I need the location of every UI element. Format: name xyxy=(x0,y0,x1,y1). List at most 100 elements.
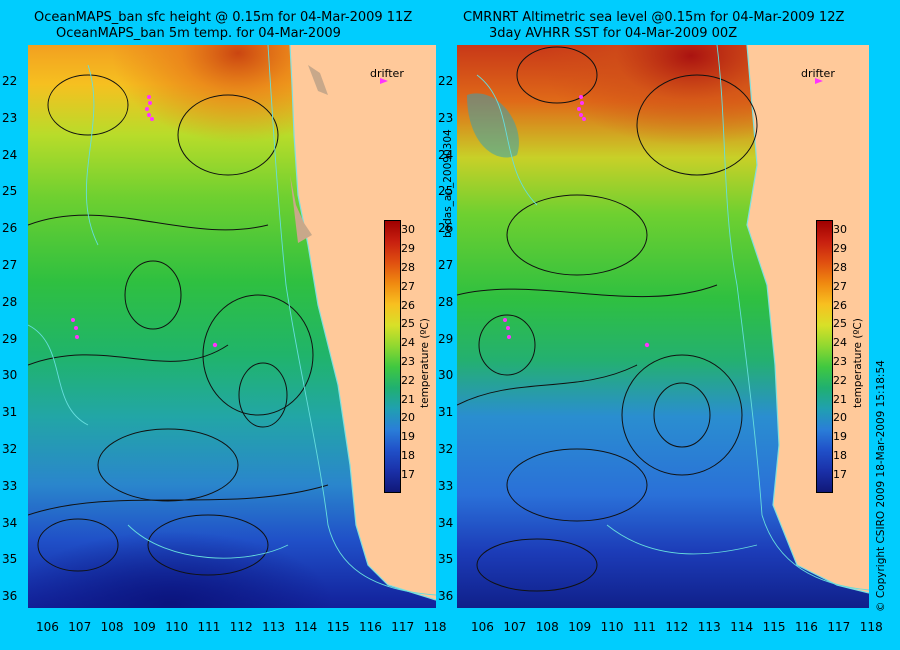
right-lat-label: 35 xyxy=(438,552,454,567)
right-colorbar xyxy=(816,220,833,493)
sea-level-contours xyxy=(457,46,758,592)
left-temperature-map[interactable]: drifter xyxy=(28,45,436,608)
left-lon-label: 115 xyxy=(326,620,350,634)
right-lon-label: 112 xyxy=(665,620,689,634)
left-lon-label: 112 xyxy=(229,620,253,634)
right-lon-label: 116 xyxy=(795,620,818,634)
left-colorbar-tick: 27 xyxy=(401,279,415,293)
right-lat-label: 22 xyxy=(438,74,454,88)
right-colorbar-tick: 23 xyxy=(833,355,847,369)
right-colorbar-tick: 24 xyxy=(833,336,847,350)
coastline xyxy=(289,45,436,601)
right-title-line1: CMRNRT Altimetric sea level @0.15m for 0… xyxy=(463,10,845,25)
right-temperature-map[interactable]: drifter xyxy=(457,45,869,608)
right-colorbar-tick: 26 xyxy=(833,298,847,312)
right-lat-label: 25 xyxy=(438,184,454,199)
right-colorbar-tick: 28 xyxy=(833,260,847,274)
left-lat-label: 34 xyxy=(2,515,18,530)
run-id-text: bodas_an_20090304 xyxy=(442,129,454,238)
left-lat-label: 24 xyxy=(2,147,18,162)
left-lat-label: 31 xyxy=(2,405,18,420)
copyright-text: © Copyright CSIRO 2009 18-Mar-2009 15:18… xyxy=(875,360,887,612)
right-lat-label: 33 xyxy=(438,478,454,493)
left-title-line1: OceanMAPS_ban sfc height @ 0.15m for 04-… xyxy=(34,10,413,25)
left-title-line2: OceanMAPS_ban 5m temp. for 04-Mar-2009 xyxy=(56,26,341,41)
left-lon-label: 108 xyxy=(100,620,124,634)
right-lat-label: 27 xyxy=(438,258,454,272)
left-colorbar xyxy=(384,220,401,493)
left-colorbar-tick: 30 xyxy=(401,223,415,237)
drifter-tracks xyxy=(503,95,650,348)
right-lat-label: 31 xyxy=(438,405,454,420)
left-lon-label: 109 xyxy=(132,620,156,634)
left-lon-label: 114 xyxy=(294,620,318,634)
left-lon-label: 106 xyxy=(36,620,59,634)
left-lat-label: 26 xyxy=(2,221,18,236)
left-lat-label: 29 xyxy=(2,331,18,346)
right-drifter-legend-label: drifter xyxy=(801,67,835,80)
right-colorbar-tick: 22 xyxy=(833,373,847,387)
right-lon-label: 111 xyxy=(633,620,656,634)
left-colorbar-label: temperature (ºC) xyxy=(419,318,431,408)
right-lon-label: 113 xyxy=(697,620,721,634)
left-colorbar-tick: 23 xyxy=(401,355,415,369)
left-colorbar-tick: 18 xyxy=(401,449,415,463)
right-lat-label: 34 xyxy=(438,515,454,530)
left-colorbar-tick: 19 xyxy=(401,430,415,444)
left-lat-label: 27 xyxy=(2,258,18,272)
shelf-contours xyxy=(476,45,869,591)
left-lat-label: 25 xyxy=(2,184,18,199)
right-colorbar-tick: 25 xyxy=(833,317,847,331)
left-lat-label: 32 xyxy=(2,442,18,456)
shelf-contours xyxy=(28,45,436,596)
left-lat-label: 28 xyxy=(2,294,18,309)
left-lat-label: 30 xyxy=(2,368,18,383)
right-lon-label: 117 xyxy=(827,620,851,634)
right-lon-label: 115 xyxy=(762,620,786,634)
left-lat-label: 22 xyxy=(2,74,18,88)
right-colorbar-tick: 29 xyxy=(833,242,847,256)
right-colorbar-tick: 27 xyxy=(833,279,847,293)
right-colorbar-tick: 17 xyxy=(833,467,847,481)
right-colorbar-label: temperature (ºC) xyxy=(852,318,864,408)
right-colorbar-tick: 21 xyxy=(833,392,847,406)
right-lat-label: 30 xyxy=(438,368,454,383)
right-lat-label: 26 xyxy=(438,221,454,236)
right-lat-label: 29 xyxy=(438,331,454,346)
right-title-line2: 3day AVHRR SST for 04-Mar-2009 00Z xyxy=(489,26,738,41)
right-colorbar-tick: 18 xyxy=(833,449,847,463)
left-colorbar-tick: 21 xyxy=(401,392,415,406)
left-colorbar-tick: 29 xyxy=(401,242,415,256)
drifter-tracks xyxy=(71,95,218,348)
left-lat-label: 36 xyxy=(2,589,18,604)
left-colorbar-tick: 26 xyxy=(401,298,415,312)
left-lon-label: 116 xyxy=(359,620,382,634)
left-lon-label: 111 xyxy=(197,620,221,634)
right-lon-label: 118 xyxy=(859,620,883,634)
left-lon-label: 113 xyxy=(262,620,285,634)
left-lon-label: 107 xyxy=(68,620,92,634)
left-colorbar-tick: 24 xyxy=(401,336,415,350)
right-colorbar-tick: 30 xyxy=(833,223,847,237)
left-lon-label: 118 xyxy=(423,620,447,634)
left-lat-label: 35 xyxy=(2,552,18,567)
sea-surface-temperature-field xyxy=(28,45,436,608)
right-lat-label: 36 xyxy=(438,589,454,604)
sea-surface-temperature-field xyxy=(457,45,869,608)
right-lon-label: 114 xyxy=(730,620,754,634)
left-drifter-legend-label: drifter xyxy=(370,67,404,80)
left-colorbar-tick: 17 xyxy=(401,467,415,481)
left-colorbar-tick: 22 xyxy=(401,373,415,387)
right-lat-label: 32 xyxy=(438,442,454,456)
left-colorbar-tick: 25 xyxy=(401,317,415,331)
left-lon-label: 110 xyxy=(165,620,189,634)
right-lon-label: 108 xyxy=(535,620,559,634)
right-lat-label: 24 xyxy=(438,147,454,162)
right-lon-label: 109 xyxy=(568,620,592,634)
left-colorbar-tick: 20 xyxy=(401,411,415,425)
left-lon-label: 117 xyxy=(391,620,415,634)
right-colorbar-tick: 20 xyxy=(833,411,847,425)
coastline xyxy=(746,45,869,594)
right-colorbar-tick: 19 xyxy=(833,430,847,444)
right-lat-label: 28 xyxy=(438,294,454,309)
